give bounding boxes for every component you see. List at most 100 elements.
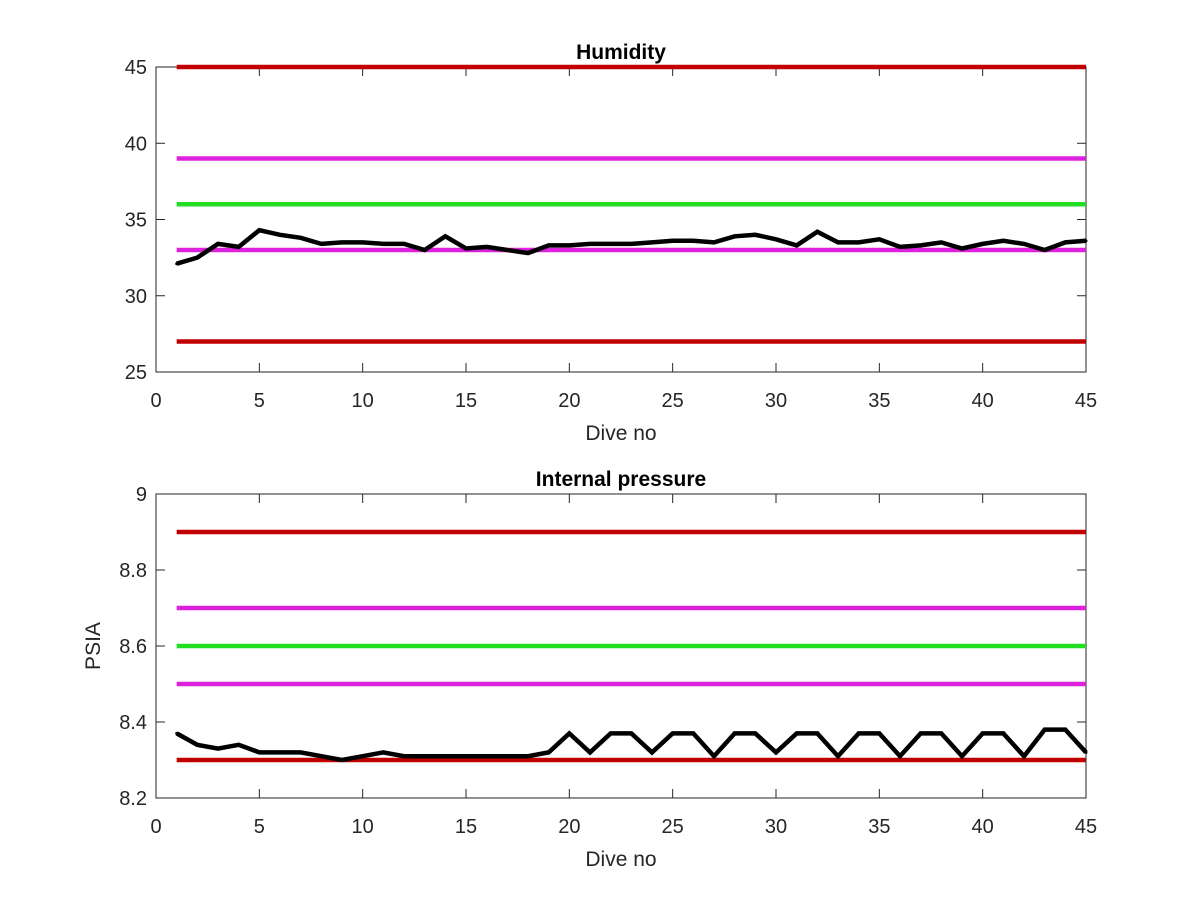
x-tick-label: 15 <box>455 816 477 838</box>
data-point <box>485 754 489 758</box>
data-point <box>216 747 220 751</box>
data-point <box>402 242 406 246</box>
data-point <box>175 262 179 266</box>
data-point <box>443 234 447 238</box>
data-point <box>671 731 675 735</box>
data-point <box>381 242 385 246</box>
x-axis-title: Dive no <box>585 422 656 445</box>
data-point <box>423 248 427 252</box>
data-point <box>774 750 778 754</box>
y-tick-label: 45 <box>125 57 147 79</box>
data-point <box>567 731 571 735</box>
data-point <box>877 237 881 241</box>
data-point <box>815 731 819 735</box>
x-tick-label: 5 <box>254 390 265 412</box>
x-tick-label: 25 <box>662 390 684 412</box>
data-point <box>1063 728 1067 732</box>
x-tick-label: 40 <box>972 390 994 412</box>
data-point <box>1022 754 1026 758</box>
y-tick-label: 25 <box>125 362 147 384</box>
data-point <box>464 754 468 758</box>
data-point <box>712 754 716 758</box>
data-point <box>175 731 179 735</box>
data-point <box>733 731 737 735</box>
data-point <box>898 245 902 249</box>
data-point <box>629 731 633 735</box>
x-tick-label: 40 <box>972 816 994 838</box>
data-point <box>795 731 799 735</box>
x-tick-label: 35 <box>868 390 890 412</box>
x-tick-label: 10 <box>352 816 374 838</box>
data-point <box>1043 248 1047 252</box>
data-point <box>505 754 509 758</box>
data-point <box>319 242 323 246</box>
internal-pressure-plot: 0 5 10 15 20 25 30 35 40 45 8.2 8.4 8.6 8.8 9 Internal … <box>82 468 1097 871</box>
y-tick-label: 30 <box>125 286 147 308</box>
data-point <box>195 743 199 747</box>
x-tick-label: 45 <box>1075 816 1097 838</box>
data-point <box>361 240 365 244</box>
data-point <box>547 243 551 247</box>
data-point <box>919 731 923 735</box>
data-point <box>1084 750 1088 754</box>
data-point <box>567 243 571 247</box>
data-point <box>402 754 406 758</box>
data-point <box>361 754 365 758</box>
x-axis-title: Dive no <box>585 848 656 871</box>
data-point <box>815 230 819 234</box>
x-tick-label: 0 <box>150 816 161 838</box>
y-tick-label: 8.6 <box>119 636 147 658</box>
y-tick-label: 40 <box>125 133 147 155</box>
data-point <box>340 240 344 244</box>
data-point <box>237 743 241 747</box>
data-point <box>609 242 613 246</box>
data-point <box>278 233 282 237</box>
data-point <box>960 246 964 250</box>
data-point <box>505 248 509 252</box>
data-point <box>1001 731 1005 735</box>
data-point <box>278 750 282 754</box>
data-point <box>1084 239 1088 243</box>
data-point <box>1063 240 1067 244</box>
y-tick-label: 8.2 <box>119 788 147 810</box>
data-point <box>216 242 220 246</box>
data-point <box>381 750 385 754</box>
y-tick-label: 8.4 <box>119 712 147 734</box>
data-point <box>299 236 303 240</box>
data-point <box>588 242 592 246</box>
data-point <box>939 240 943 244</box>
data-point <box>733 234 737 238</box>
x-tick-label: 35 <box>868 816 890 838</box>
data-point <box>1001 239 1005 243</box>
x-tick-label: 20 <box>558 390 580 412</box>
data-point <box>877 731 881 735</box>
data-point <box>526 754 530 758</box>
data-point <box>257 228 261 232</box>
data-point <box>588 750 592 754</box>
y-tick-label: 35 <box>125 210 147 232</box>
data-point <box>939 731 943 735</box>
data-point <box>857 240 861 244</box>
plot-title: Internal pressure <box>536 468 706 491</box>
x-tick-label: 20 <box>558 816 580 838</box>
x-tick-label: 0 <box>150 390 161 412</box>
y-tick-label: 9 <box>136 484 147 506</box>
y-axis-title: PSIA <box>82 622 105 670</box>
data-point <box>836 240 840 244</box>
data-point <box>753 731 757 735</box>
data-point <box>340 758 344 762</box>
x-tick-label: 45 <box>1075 390 1097 412</box>
data-point <box>257 750 261 754</box>
data-series-line <box>176 227 1087 266</box>
data-point <box>650 750 654 754</box>
data-point <box>443 754 447 758</box>
data-point <box>981 731 985 735</box>
humidity-plot: 0 5 10 15 20 25 30 35 40 45 25 30 35 40 45 Humidity Dive… <box>125 41 1097 445</box>
data-point <box>691 239 695 243</box>
data-point <box>299 750 303 754</box>
data-point <box>609 731 613 735</box>
data-point <box>960 754 964 758</box>
x-tick-label: 30 <box>765 390 787 412</box>
data-point <box>526 251 530 255</box>
data-point <box>237 245 241 249</box>
